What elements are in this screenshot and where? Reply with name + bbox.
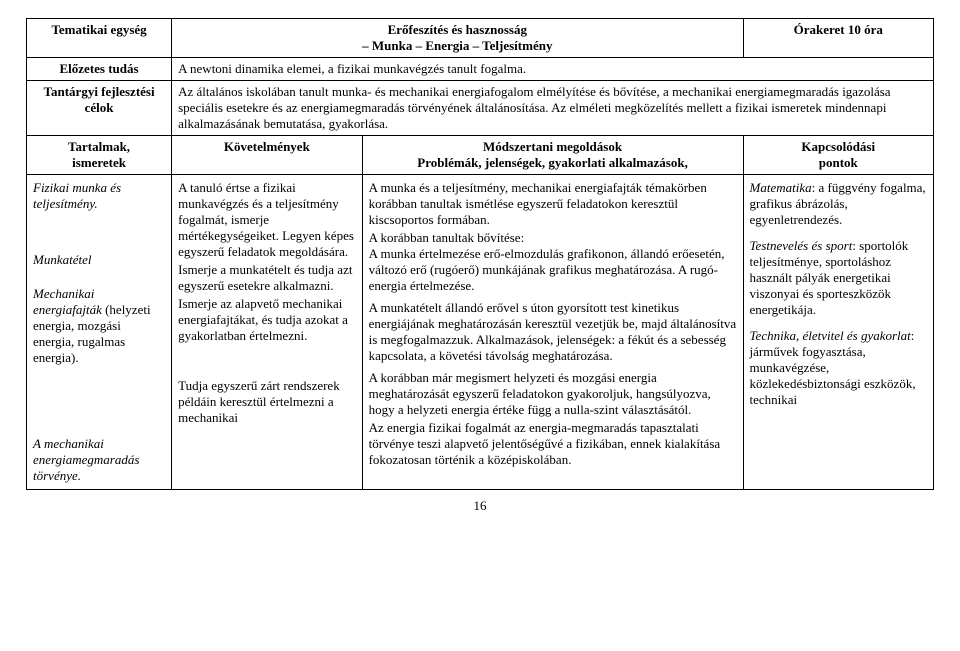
method-work-theorem: A munkatételt állandó erővel s úton gyor… [369, 300, 737, 364]
col-methods-bot: Problémák, jelenségek, gyakorlati alkalm… [369, 155, 737, 171]
method-review: A munka és a teljesítmény, mechanikai en… [369, 180, 737, 228]
req-understand-work: A tanuló értse a fizikai munkavégzés és … [178, 180, 355, 260]
unit-label: Tematikai egység [27, 19, 172, 58]
link-sport: Testnevelés és sport: sportolók teljesít… [750, 238, 927, 318]
req-work-theorem: Ismerje a munkatételt és tudja azt egysz… [178, 262, 355, 294]
methods-cell: A munka és a teljesítmény, mechanikai en… [362, 175, 743, 490]
content-energy-types-title: Mechanikai energiafajták [33, 286, 102, 317]
prior-knowledge-body: A newtoni dinamika elemei, a fizikai mun… [172, 58, 934, 81]
goals-label: Tantárgyi fejlesztési célok [27, 81, 172, 136]
method-potential-kinetic: A korábban már megismert helyzeti és moz… [369, 370, 737, 418]
content-energy-types: Mechanikai energiafajták (helyzeti energ… [33, 286, 165, 366]
contents-cell: Fizikai munka és teljesítmény. Munkatéte… [27, 175, 172, 490]
link-math: Matematika: a függvény fogalma, grafikus… [750, 180, 927, 228]
col-methods-top: Módszertani megoldások [369, 139, 737, 155]
method-extend-b: A munka értelmezése erő-elmozdulás grafi… [369, 246, 725, 293]
col-requirements-header: Követelmények [172, 136, 362, 175]
link-tech-title: Technika, életvitel és gyakorlat [750, 328, 911, 343]
unit-subtitle: – Munka – Energia – Teljesítmény [178, 38, 736, 54]
time-frame: Órakeret 10 óra [743, 19, 933, 58]
links-cell: Matematika: a függvény fogalma, grafikus… [743, 175, 933, 490]
req-energy-types: Ismerje az alapvető mechanikai energiafa… [178, 296, 355, 344]
curriculum-table: Tematikai egység Erőfeszítés és hasznoss… [26, 18, 934, 490]
content-work-theorem: Munkatétel [33, 252, 165, 268]
content-conservation-a: A mechanikai [33, 436, 104, 451]
content-conservation: A mechanikai energiamegmaradás törvénye. [33, 436, 165, 484]
link-sport-title: Testnevelés és sport [750, 238, 853, 253]
col-contents-header: Tartalmak, ismeretek [27, 136, 172, 175]
content-conservation-b: energiamegmaradás törvénye. [33, 452, 139, 483]
col-links-bot: pontok [750, 155, 927, 171]
req-closed-systems: Tudja egyszerű zárt rendszerek példáin k… [178, 378, 355, 426]
link-tech: Technika, életvitel és gyakorlat: járműv… [750, 328, 927, 408]
method-energy-concept: Az energia fizikai fogalmát az energia-m… [369, 420, 737, 468]
prior-knowledge-label: Előzetes tudás [27, 58, 172, 81]
col-methods-header: Módszertani megoldások Problémák, jelens… [362, 136, 743, 175]
col-links-header: Kapcsolódási pontok [743, 136, 933, 175]
content-physical-work: Fizikai munka és teljesítmény. [33, 180, 165, 212]
goals-body: Az általános iskolában tanult munka- és … [172, 81, 934, 136]
unit-title: Erőfeszítés és hasznosság [178, 22, 736, 38]
method-extend: A korábban tanultak bővítése: A munka ér… [369, 230, 737, 294]
col-contents-bot: ismeretek [33, 155, 165, 171]
link-math-title: Matematika [750, 180, 812, 195]
col-contents-top: Tartalmak, [33, 139, 165, 155]
requirements-cell: A tanuló értse a fizikai munkavégzés és … [172, 175, 362, 490]
method-extend-a: A korábban tanultak bővítése: [369, 230, 525, 245]
col-links-top: Kapcsolódási [750, 139, 927, 155]
page-number: 16 [26, 498, 934, 514]
unit-title-cell: Erőfeszítés és hasznosság – Munka – Ener… [172, 19, 743, 58]
